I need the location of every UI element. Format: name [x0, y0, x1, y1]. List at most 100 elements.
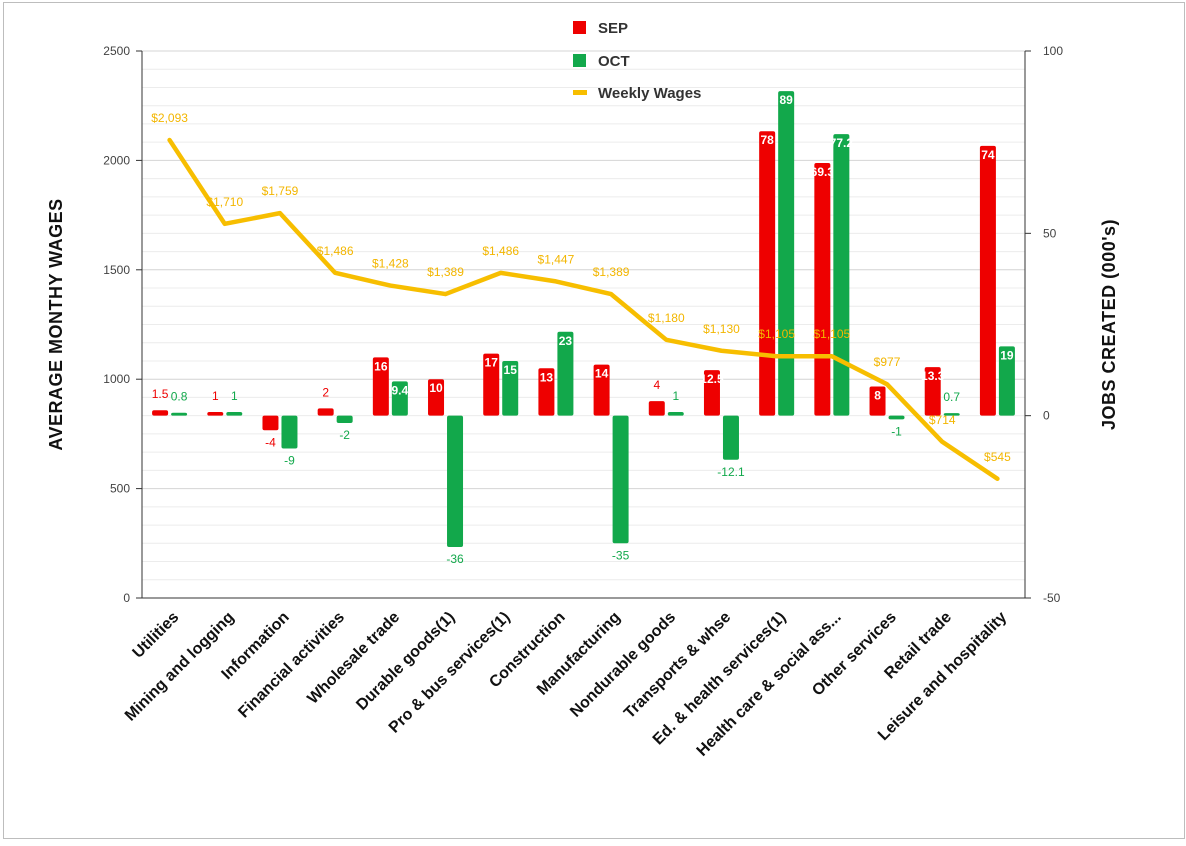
- sep-data-label: 69.3: [811, 165, 835, 179]
- category-label: Wholesale trade: [304, 609, 403, 708]
- sep-bar: [207, 412, 224, 416]
- oct-data-label: 19: [1000, 348, 1014, 362]
- legend-swatch-sep: [573, 21, 586, 34]
- oct-bar: [778, 91, 795, 416]
- sep-data-label: 14: [595, 367, 609, 381]
- weekly-wages-label: $1,180: [648, 311, 685, 325]
- sep-data-label: 4: [653, 378, 660, 392]
- weekly-wages-label: $1,486: [482, 244, 519, 258]
- sep-bar: [703, 370, 720, 416]
- left-tick-label: 1500: [103, 263, 130, 277]
- legend-label: OCT: [598, 53, 630, 70]
- right-tick-label: 50: [1043, 226, 1057, 240]
- weekly-wages-label: $545: [984, 450, 1011, 464]
- oct-data-label: -35: [612, 548, 630, 562]
- sep-data-label: 17: [485, 356, 499, 370]
- sep-bar: [759, 131, 776, 416]
- weekly-wages-label: $2,093: [151, 111, 188, 125]
- left-axis-title: AVERAGE MONTHY WAGES: [46, 198, 66, 450]
- category-label: Transports & whse: [621, 609, 734, 722]
- category-label: Utilities: [130, 609, 183, 662]
- weekly-wages-label: $1,486: [317, 244, 354, 258]
- oct-bar: [557, 331, 574, 416]
- category-label: Mining and logging: [122, 609, 238, 725]
- oct-data-label: -9: [284, 453, 295, 467]
- category-label: Durable goods(1): [353, 609, 458, 714]
- sep-bar: [152, 410, 169, 416]
- oct-bar: [998, 346, 1015, 416]
- legend-label: SEP: [598, 20, 628, 37]
- legend-label: Weekly Wages: [598, 85, 701, 102]
- oct-bar: [391, 381, 408, 416]
- oct-data-label: 1: [231, 389, 238, 403]
- sep-data-label: 1: [212, 389, 219, 403]
- left-tick-label: 0: [123, 591, 130, 605]
- left-tick-label: 2500: [103, 44, 130, 58]
- oct-bar: [833, 134, 850, 416]
- oct-bar: [943, 413, 960, 416]
- oct-data-label: 1: [672, 389, 679, 403]
- oct-bar: [612, 415, 629, 544]
- oct-data-label: -36: [446, 552, 464, 566]
- oct-data-label: -2: [339, 428, 350, 442]
- sep-bar: [483, 353, 500, 416]
- weekly-wages-label: $977: [874, 355, 901, 369]
- sep-data-label: 12.5: [700, 372, 724, 386]
- oct-bar: [667, 412, 684, 416]
- category-label: Financial activities: [235, 609, 348, 722]
- sep-data-label: 10: [429, 381, 443, 395]
- oct-bar: [336, 415, 353, 423]
- sep-bar: [979, 145, 996, 416]
- weekly-wages-label: $714: [929, 413, 956, 427]
- sep-bar: [869, 386, 886, 416]
- sep-data-label: 13: [540, 370, 554, 384]
- sep-bar: [372, 357, 389, 416]
- sep-data-label: 8: [874, 388, 881, 402]
- oct-data-label: 15: [504, 363, 518, 377]
- oct-data-label: 89: [779, 93, 793, 107]
- oct-bar: [888, 415, 905, 420]
- sep-data-label: 2: [322, 385, 329, 399]
- combo-chart: 0 500 1000 1500 2000 2500 -50 0 50 100 AVERAGE MON…: [46, 20, 1119, 760]
- sep-bar: [538, 368, 555, 416]
- sep-data-label: 16: [374, 359, 388, 373]
- sep-bar: [262, 415, 279, 431]
- right-axis-title: JOBS CREATED (000's): [1099, 219, 1119, 430]
- weekly-wages-label: $1,389: [427, 265, 464, 279]
- weekly-wages-label: $1,105: [813, 327, 850, 341]
- left-tick-label: 1000: [103, 372, 130, 386]
- weekly-wages-line: [167, 137, 1000, 482]
- sep-data-label: -4: [265, 435, 276, 449]
- chart-frame: 0 500 1000 1500 2000 2500 -50 0 50 100 AVERAGE MON…: [3, 2, 1185, 839]
- category-label: Nondurable goods: [567, 609, 679, 721]
- right-tick-label: -50: [1043, 591, 1061, 605]
- oct-bar: [171, 412, 188, 416]
- legend-swatch-oct: [573, 54, 586, 67]
- sep-data-label: 13.3: [921, 369, 945, 383]
- oct-data-label: -12.1: [717, 465, 745, 479]
- weekly-wages-label: $1,428: [372, 257, 409, 271]
- oct-bar: [722, 415, 739, 460]
- oct-data-label: 0.8: [171, 390, 188, 404]
- oct-bar: [281, 415, 298, 449]
- sep-bar: [593, 364, 610, 416]
- oct-data-label: 77.2: [830, 136, 854, 150]
- left-tick-label: 500: [110, 482, 130, 496]
- oct-bar: [502, 360, 519, 416]
- weekly-wages-label: $1,389: [593, 265, 630, 279]
- sep-bar: [648, 401, 665, 416]
- left-tick-label: 2000: [103, 153, 130, 167]
- sep-bar: [428, 379, 445, 416]
- sep-data-label: 74: [981, 148, 995, 162]
- weekly-wages-label: $1,130: [703, 322, 740, 336]
- sep-bar: [924, 367, 941, 416]
- legend-swatch-weekly-wages: [573, 90, 587, 95]
- oct-data-label: 23: [559, 334, 573, 348]
- weekly-wages-label: $1,710: [206, 195, 243, 209]
- weekly-wages-label: $1,447: [538, 252, 575, 266]
- oct-bar: [226, 412, 243, 416]
- sep-bar: [317, 408, 334, 416]
- oct-bar: [447, 415, 464, 547]
- sep-data-label: 1.5: [152, 387, 169, 401]
- sep-data-label: 78: [760, 133, 774, 147]
